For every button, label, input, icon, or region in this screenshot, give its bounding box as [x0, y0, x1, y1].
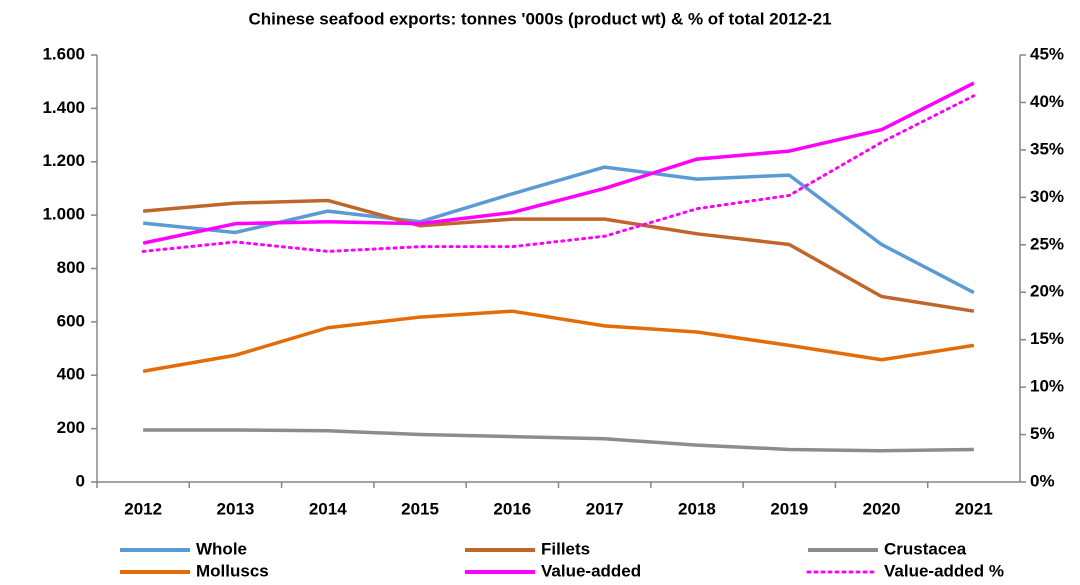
y2-tick-label: 30%	[1030, 187, 1064, 206]
y-tick-label: 200	[57, 418, 85, 437]
y2-tick-label: 5%	[1030, 424, 1055, 443]
series-line	[143, 428, 974, 453]
x-tick-label: 2017	[586, 499, 624, 518]
series-line	[142, 81, 975, 245]
y-tick-label: 800	[57, 258, 85, 277]
series-line	[142, 309, 975, 373]
legend-label: Crustacea	[884, 539, 967, 558]
chart-title: Chinese seafood exports: tonnes '000s (p…	[248, 9, 831, 28]
x-tick-label: 2016	[493, 499, 531, 518]
y2-tick-label: 45%	[1030, 44, 1064, 63]
x-tick-label: 2015	[401, 499, 439, 518]
y2-tick-label: 20%	[1030, 282, 1064, 301]
y-tick-label: 1.600	[42, 44, 85, 63]
y2-tick-label: 0%	[1030, 471, 1055, 490]
series-line	[142, 198, 975, 313]
y2-tick-label: 25%	[1030, 234, 1064, 253]
y-tick-label: 1.000	[42, 205, 85, 224]
y2-tick-label: 40%	[1030, 92, 1064, 111]
y-tick-label: 600	[57, 311, 85, 330]
y-tick-label: 1.400	[42, 98, 85, 117]
legend-label: Value-added %	[884, 561, 1004, 580]
legend-label: Whole	[196, 539, 247, 558]
legend-label: Molluscs	[196, 561, 269, 580]
x-tick-label: 2021	[955, 499, 993, 518]
y-tick-label: 1.200	[42, 151, 85, 170]
y-tick-label: 400	[57, 365, 85, 384]
x-tick-label: 2013	[217, 499, 255, 518]
x-tick-label: 2020	[863, 499, 901, 518]
y-tick-label: 0	[76, 471, 85, 490]
series-line	[142, 165, 975, 295]
y2-tick-label: 15%	[1030, 329, 1064, 348]
x-tick-label: 2012	[124, 499, 162, 518]
x-tick-label: 2014	[309, 499, 347, 518]
x-tick-label: 2019	[770, 499, 808, 518]
legend-label: Value-added	[541, 561, 641, 580]
y2-tick-label: 10%	[1030, 377, 1064, 396]
series-line	[141, 94, 976, 253]
y2-tick-label: 35%	[1030, 139, 1064, 158]
legend-label: Fillets	[541, 539, 590, 558]
x-tick-label: 2018	[678, 499, 716, 518]
